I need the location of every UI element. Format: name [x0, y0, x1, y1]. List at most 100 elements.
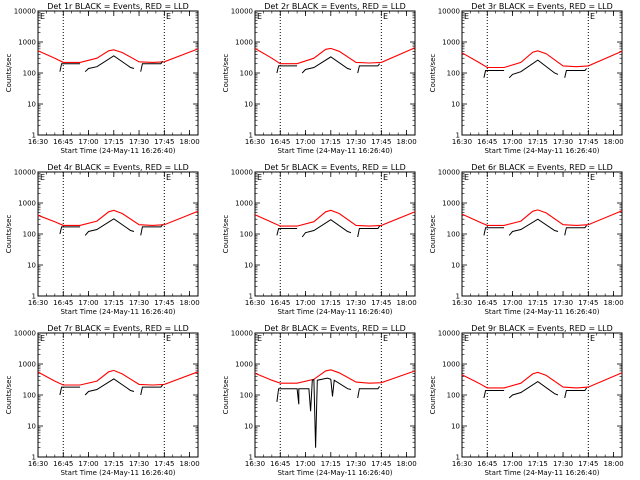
x-tick-label: 17:45 — [578, 138, 598, 146]
series-events-line — [59, 386, 81, 396]
x-tick-label: 17:30 — [346, 138, 366, 146]
x-tick-label: 17:15 — [528, 299, 548, 307]
plot-frame — [254, 332, 416, 458]
y-axis-label: Counts/sec — [222, 54, 230, 93]
plot-frame — [37, 332, 199, 458]
y-tick-label: 1 — [249, 293, 253, 301]
corner-mark-right: E — [166, 334, 171, 343]
y-tick-label: 100 — [447, 392, 460, 400]
x-tick-label: 18:00 — [179, 460, 199, 468]
y-tick-label: 1 — [32, 454, 36, 462]
y-tick-label: 1000 — [18, 39, 36, 47]
corner-mark-left: E — [40, 173, 45, 182]
plot-frame — [254, 10, 416, 136]
x-tick-label: 17:00 — [502, 299, 522, 307]
series-events-line — [301, 219, 352, 238]
panel-det-5: Det 5r BLACK = Events, RED = LLD 1 10 100 10… — [222, 163, 417, 316]
x-tick-label: 16:30 — [245, 299, 265, 307]
y-tick-label: 10 — [27, 101, 36, 109]
chart-title: Det 3r BLACK = Events, RED = LLD — [471, 2, 613, 11]
x-tick-label: 17:00 — [295, 460, 315, 468]
y-tick-label: 1000 — [235, 39, 253, 47]
chart-title: Det 2r BLACK = Events, RED = LLD — [264, 2, 406, 11]
x-axis-label: Start Time (24-May-11 16:26:40) — [60, 308, 175, 316]
x-tick-label: 16:45 — [270, 138, 290, 146]
x-tick-label: 17:15 — [528, 138, 548, 146]
x-axis-label: Start Time (24-May-11 16:26:40) — [484, 147, 599, 155]
corner-mark-left: E — [464, 334, 469, 343]
x-axis-label: Start Time (24-May-11 16:26:40) — [484, 469, 599, 477]
x-tick-label: 17:45 — [578, 460, 598, 468]
x-tick-label: 16:30 — [452, 299, 472, 307]
y-tick-label: 1 — [456, 454, 460, 462]
panel-det-8: Det 8r BLACK = Events, RED = LLD 1 10 100 10… — [222, 324, 417, 477]
corner-mark-right: E — [590, 12, 595, 21]
series-events-line — [357, 63, 380, 74]
corner-mark-right: E — [166, 173, 171, 182]
chart-title: Det 9r BLACK = Events, RED = LLD — [471, 324, 613, 333]
y-tick-label: 10 — [244, 101, 253, 109]
x-tick-label: 16:30 — [28, 299, 48, 307]
y-tick-label: 10000 — [14, 169, 36, 177]
x-tick-label: 16:30 — [452, 460, 472, 468]
y-tick-label: 1 — [32, 132, 36, 140]
series-lld-line — [461, 209, 623, 226]
y-tick-label: 1000 — [442, 361, 460, 369]
series-events-line — [483, 390, 505, 399]
y-tick-label: 100 — [447, 231, 460, 239]
corner-mark-right: E — [590, 173, 595, 182]
y-tick-label: 10 — [27, 262, 36, 270]
x-tick-label: 17:00 — [78, 460, 98, 468]
chart-title: Det 1r BLACK = Events, RED = LLD — [47, 2, 189, 11]
x-tick-label: 16:45 — [477, 138, 497, 146]
series-events-line — [59, 63, 81, 72]
x-tick-label: 17:45 — [154, 299, 174, 307]
series-events-line — [276, 377, 352, 448]
x-tick-label: 17:00 — [502, 460, 522, 468]
panel-det-3: Det 3r BLACK = Events, RED = LLD 1 10 100 10… — [429, 2, 624, 155]
series-lld-line — [37, 209, 199, 226]
x-tick-label: 17:45 — [154, 138, 174, 146]
series-events-line — [276, 228, 298, 236]
x-tick-label: 16:45 — [477, 299, 497, 307]
series-events-line — [564, 225, 588, 236]
series-events-line — [483, 70, 505, 78]
x-axis-label: Start Time (24-May-11 16:26:40) — [60, 469, 175, 477]
series-events-line — [301, 56, 352, 74]
corner-mark-left: E — [257, 173, 262, 182]
series-events-line — [357, 225, 381, 238]
x-tick-label: 17:30 — [346, 299, 366, 307]
x-tick-label: 17:30 — [553, 138, 573, 146]
plot-frame — [254, 171, 416, 297]
x-tick-label: 17:30 — [346, 460, 366, 468]
corner-mark-right: E — [383, 12, 388, 21]
series-events-line — [59, 226, 81, 235]
panel-det-6: Det 6r BLACK = Events, RED = LLD 1 10 100 10… — [429, 163, 624, 316]
x-tick-label: 16:30 — [28, 460, 48, 468]
chart-title: Det 5r BLACK = Events, RED = LLD — [264, 163, 406, 172]
y-tick-label: 1000 — [18, 361, 36, 369]
series-events-line — [84, 218, 135, 236]
x-tick-label: 17:00 — [78, 299, 98, 307]
y-tick-label: 10000 — [14, 8, 36, 16]
y-axis-label: Counts/sec — [429, 376, 437, 415]
x-tick-label: 17:00 — [295, 138, 315, 146]
chart-title: Det 4r BLACK = Events, RED = LLD — [47, 163, 189, 172]
corner-mark-left: E — [40, 12, 45, 21]
x-tick-label: 17:30 — [129, 299, 149, 307]
y-tick-label: 1 — [456, 293, 460, 301]
x-axis-label: Start Time (24-May-11 16:26:40) — [60, 147, 175, 155]
series-events-line — [140, 384, 163, 396]
y-tick-label: 100 — [240, 392, 253, 400]
chart-title: Det 6r BLACK = Events, RED = LLD — [471, 163, 613, 172]
x-tick-label: 18:00 — [603, 138, 623, 146]
y-tick-label: 1000 — [235, 200, 253, 208]
y-axis-label: Counts/sec — [222, 215, 230, 254]
x-tick-label: 17:45 — [154, 460, 174, 468]
y-tick-label: 10000 — [231, 330, 253, 338]
x-tick-label: 18:00 — [179, 138, 199, 146]
chart-title: Det 7r BLACK = Events, RED = LLD — [47, 324, 189, 333]
y-tick-label: 100 — [23, 392, 36, 400]
y-axis-label: Counts/sec — [222, 376, 230, 415]
